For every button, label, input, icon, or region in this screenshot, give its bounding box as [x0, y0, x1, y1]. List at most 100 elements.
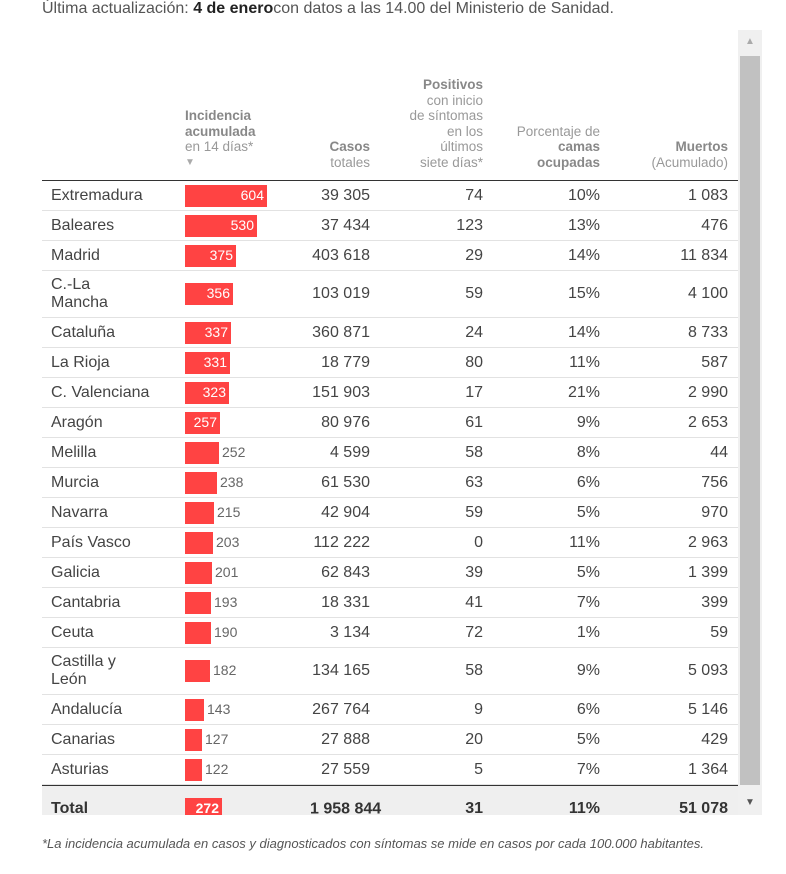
incidence-value: 323: [202, 383, 226, 400]
incidence-value: 203: [216, 533, 240, 550]
incidence-bar-cell: 193: [185, 591, 315, 614]
region-name: Cataluña: [51, 323, 116, 341]
muertos-value: 970: [701, 503, 728, 521]
incidence-value: 143: [207, 700, 231, 717]
casos-value: 151 903: [312, 383, 370, 401]
positivos-value: 123: [456, 216, 483, 234]
table-row: Ceuta 190 3 134 72 1% 59: [42, 618, 738, 648]
total-row: Total 272 1 958 844 31 11% 51 078: [42, 785, 738, 815]
table-body: Extremadura 604 39 305 74 10% 1 083 Baleares 53…: [42, 181, 738, 785]
table-row: Cantabria 193 18 331 41 7% 399: [42, 588, 738, 618]
table-row: País Vasco 203 112 222 0 11% 2 963: [42, 528, 738, 558]
muertos-value: 5 146: [687, 700, 728, 718]
region-name: Asturias: [51, 760, 109, 778]
incidence-bar: [185, 501, 214, 524]
sort-down-icon[interactable]: ▼: [185, 156, 195, 168]
scroll-down-icon[interactable]: ▼: [745, 797, 755, 808]
incidence-bar: [185, 381, 229, 404]
scroll-up-icon[interactable]: ▲: [745, 36, 755, 47]
positivos-value: 41: [465, 593, 483, 611]
column-header-casos[interactable]: Casos totales: [320, 139, 370, 170]
incidence-bar-cell: 323: [185, 381, 315, 404]
column-header-muertos[interactable]: Muertos (Acumulado): [633, 139, 728, 170]
porcentaje-value: 9%: [576, 662, 600, 679]
incidence-bar: [185, 214, 257, 237]
muertos-subtitle: (Acumulado): [651, 154, 728, 170]
casos-value: 80 976: [321, 413, 370, 431]
incidence-bar: [185, 411, 220, 434]
region-name: Castilla y León: [51, 653, 116, 688]
casos-subtitle: totales: [330, 154, 370, 170]
incidence-value: 375: [209, 246, 233, 263]
table-row: Cataluña 337 360 871 24 14% 8 733: [42, 318, 738, 348]
last-update-prefix: Última actualización:: [42, 0, 189, 17]
porcentaje-value: 6%: [576, 473, 600, 491]
muertos-value: 4 100: [687, 285, 728, 302]
porcentaje-value: 14%: [567, 246, 600, 264]
region-name: Murcia: [51, 473, 100, 491]
table-row: Murcia 238 61 530 63 6% 756: [42, 468, 738, 498]
incidence-bar-cell: 203: [185, 531, 315, 554]
scrollbar-thumb[interactable]: [740, 56, 760, 785]
incidence-value: 201: [215, 563, 239, 580]
total-muertos: 51 078: [679, 800, 728, 815]
column-header-incidencia[interactable]: Incidencia acumulada en 14 días* ▼: [185, 108, 265, 170]
incidence-bar: [185, 698, 204, 721]
muertos-value: 756: [701, 473, 728, 491]
table-row: C. Valenciana 323 151 903 17 21% 2 990: [42, 378, 738, 408]
muertos-value: 476: [701, 216, 728, 234]
incidence-value: 127: [205, 730, 229, 747]
incidence-value: 190: [214, 623, 238, 640]
incidence-value: 530: [230, 216, 254, 233]
region-name: Extremadura: [51, 186, 143, 204]
data-table[interactable]: Incidencia acumulada en 14 días* ▼ Casos…: [42, 30, 738, 815]
incidence-value: 331: [203, 353, 227, 370]
porcentaje-title: camas ocupadas: [536, 139, 600, 170]
incidence-value: 257: [193, 413, 217, 430]
incidence-value: 252: [222, 443, 246, 460]
incidence-bar-cell: 604: [185, 184, 315, 207]
positivos-value: 58: [465, 443, 483, 461]
porcentaje-value: 6%: [576, 700, 600, 718]
muertos-value: 1 399: [687, 563, 728, 581]
porcentaje-value: 7%: [576, 593, 600, 611]
positivos-subtitle: con inicio de síntomas en los últimos si…: [409, 92, 483, 170]
casos-value: 37 434: [321, 216, 370, 234]
region-name: La Rioja: [51, 353, 110, 371]
total-casos: 1 958 844: [310, 800, 382, 816]
porcentaje-value: 8%: [576, 443, 600, 461]
positivos-value: 17: [465, 383, 483, 401]
table-row: Galicia 201 62 843 39 5% 1 399: [42, 558, 738, 588]
region-name: C.-La Mancha: [51, 276, 108, 311]
column-header-positivos[interactable]: Positivos con inicio de síntomas en los …: [408, 77, 483, 170]
incidence-bar-cell: 238: [185, 471, 315, 494]
positivos-value: 59: [465, 285, 483, 302]
porcentaje-value: 9%: [576, 413, 600, 431]
porcentaje-value: 11%: [569, 353, 600, 371]
positivos-value: 59: [465, 503, 483, 521]
column-header-porcentaje[interactable]: Porcentaje de camas ocupadas: [510, 124, 600, 171]
incidence-value: 356: [206, 285, 230, 301]
porcentaje-value: 7%: [576, 760, 600, 778]
table-row: Baleares 530 37 434 123 13% 476: [42, 211, 738, 241]
casos-value: 61 530: [321, 473, 370, 491]
positivos-value: 72: [465, 623, 483, 641]
vertical-scrollbar[interactable]: ▲ ▼: [738, 30, 762, 815]
table-row: Melilla 252 4 599 58 8% 44: [42, 438, 738, 468]
incidence-bar: [185, 561, 212, 584]
muertos-value: 5 093: [687, 662, 728, 679]
porcentaje-value: 13%: [567, 216, 600, 234]
incidence-bar-cell: 337: [185, 321, 315, 344]
region-name: País Vasco: [51, 533, 131, 551]
casos-title: Casos: [329, 139, 370, 154]
table-row: Extremadura 604 39 305 74 10% 1 083: [42, 181, 738, 211]
positivos-title: Positivos: [422, 77, 483, 92]
region-name: Navarra: [51, 503, 108, 521]
incidence-bar-cell: 182: [185, 660, 315, 682]
porcentaje-value: 5%: [576, 563, 600, 581]
incidence-bar: [185, 660, 210, 682]
muertos-value: 11 834: [680, 246, 728, 264]
porcentaje-value: 11%: [569, 533, 600, 551]
porcentaje-value: 14%: [567, 323, 600, 341]
positivos-value: 0: [474, 533, 483, 551]
